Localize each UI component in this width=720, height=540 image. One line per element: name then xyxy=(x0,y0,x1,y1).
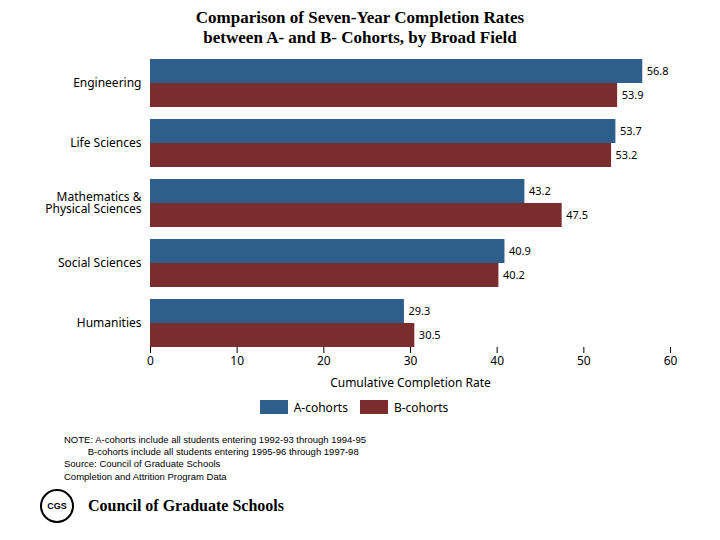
html-text:A-cohorts: A-cohorts xyxy=(293,398,348,416)
svg-text:Engineering: Engineering xyxy=(73,74,141,91)
svg-text:53.9: 53.9 xyxy=(622,87,644,102)
svg-text:Social Sciences: Social Sciences xyxy=(58,254,142,271)
svg-text:10: 10 xyxy=(230,352,244,369)
svg-text:56.8: 56.8 xyxy=(647,63,669,78)
svg-text:60: 60 xyxy=(664,352,678,369)
svg-text:50: 50 xyxy=(577,352,591,369)
svg-text:0: 0 xyxy=(147,352,154,369)
svg-text:43.2: 43.2 xyxy=(529,183,551,198)
svg-text:40.2: 40.2 xyxy=(503,267,525,282)
svg-text:Mathematics &Physical Sciences: Mathematics &Physical Sciences xyxy=(45,188,142,217)
html-text:Council of Graduate Schools: Council of Graduate Schools xyxy=(88,497,284,515)
html-text:Comparison of Seven-Year Compl: Comparison of Seven-Year Completion Rate… xyxy=(195,8,525,48)
svg-text:53.7: 53.7 xyxy=(620,123,642,138)
svg-text:40: 40 xyxy=(490,352,504,369)
html-text:Completion and Attrition Progr: Completion and Attrition Program Data xyxy=(64,470,227,482)
svg-text:29.3: 29.3 xyxy=(408,303,430,318)
svg-text:53.2: 53.2 xyxy=(616,147,638,162)
svg-text:Humanities: Humanities xyxy=(77,314,142,331)
html-text:Source: Council of Graduate Sc: Source: Council of Graduate Schools xyxy=(64,458,221,470)
svg-text:40.9: 40.9 xyxy=(509,243,531,258)
svg-text:20: 20 xyxy=(317,352,331,369)
svg-text:30: 30 xyxy=(404,352,418,369)
svg-text:Life Sciences: Life Sciences xyxy=(70,134,142,151)
svg-text:47.5: 47.5 xyxy=(566,207,588,222)
html-text:NOTE: A-cohorts include all st: NOTE: A-cohorts include all students ent… xyxy=(64,433,367,445)
svg-text:30.5: 30.5 xyxy=(419,327,441,342)
html-text:B-cohorts: B-cohorts xyxy=(393,398,449,416)
html-text:B-cohorts include all students: B-cohorts include all students entering … xyxy=(64,446,359,458)
svg-text:Cumulative Completion Rate: Cumulative Completion Rate xyxy=(330,373,491,389)
html-text:CGS: CGS xyxy=(47,501,67,512)
